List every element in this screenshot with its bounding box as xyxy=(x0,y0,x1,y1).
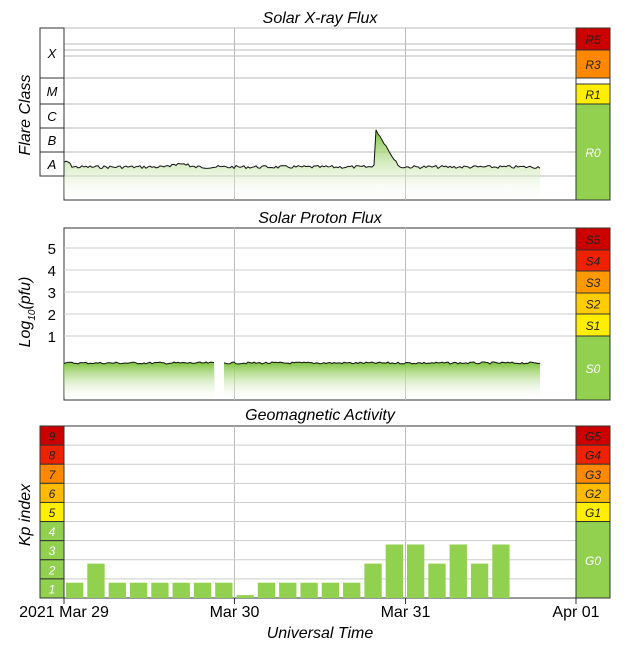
flare-class-label: A xyxy=(47,157,57,172)
s-scale-label: S5 xyxy=(586,233,601,247)
g-scale-label: G5 xyxy=(585,430,601,444)
r-scale-label: R5 xyxy=(585,33,601,47)
kp-tick-label: 4 xyxy=(49,525,56,539)
flare-class-cell xyxy=(39,103,65,129)
x-tick-label: 2021 Mar 29 xyxy=(19,604,109,621)
kp-bar xyxy=(343,582,361,598)
kp-bar xyxy=(193,582,212,598)
kp-bar xyxy=(364,563,382,598)
s-scale-label: S4 xyxy=(586,255,601,269)
xray-ylabel: Flare Class xyxy=(17,75,34,156)
g-scale-label: G3 xyxy=(585,468,601,482)
proton-title: Solar Proton Flux xyxy=(258,210,383,227)
flare-class-label: M xyxy=(47,84,58,99)
proton-ytick-label: 4 xyxy=(48,263,56,280)
kp-bar xyxy=(87,563,105,598)
r-scale-label: R3 xyxy=(585,58,601,72)
s-scale-label: S3 xyxy=(586,276,601,290)
proton-panel: 5 4 3 2 1 S5 S4 S3 S2 S1 S0 xyxy=(48,227,611,401)
kp-bar xyxy=(257,582,276,598)
kp-bar xyxy=(279,582,297,598)
proton-flux-line xyxy=(63,361,215,365)
g-scale-label: G1 xyxy=(585,506,601,520)
kp-bar xyxy=(492,544,510,598)
g-scale-cell xyxy=(575,521,611,599)
r-scale-label: R1 xyxy=(585,88,600,102)
kp-bar xyxy=(470,563,489,598)
geomag-plot-area xyxy=(63,425,577,599)
kp-tick-label: 5 xyxy=(49,506,56,520)
geomag-ylabel: Kp index xyxy=(17,483,34,546)
proton-ytick-label: 2 xyxy=(48,307,56,324)
kp-tick-label: 8 xyxy=(49,449,56,463)
x-tick-label: Mar 30 xyxy=(210,604,260,621)
xray-flux-area xyxy=(64,129,540,198)
geomag-panel: 9 8 7 6 5 4 3 2 1 G5 G4 G3 G2 G1 G0 xyxy=(39,425,611,599)
kp-tick-label: 3 xyxy=(49,544,56,558)
proton-ytick-label: 1 xyxy=(48,329,56,346)
flare-class-cell xyxy=(39,151,65,177)
proton-flux-line xyxy=(223,361,541,365)
r-scale-cell xyxy=(575,103,611,201)
s-scale-label: S0 xyxy=(586,362,601,376)
kp-bar xyxy=(321,582,340,598)
g-scale-label: G2 xyxy=(585,487,601,501)
kp-bar xyxy=(172,582,190,598)
r-scale-gap xyxy=(575,77,611,85)
proton-flux-area xyxy=(224,362,540,398)
proton-flux-area xyxy=(64,362,215,398)
r-scale-label: R0 xyxy=(585,146,601,160)
kp-bar xyxy=(428,563,446,598)
kp-bar xyxy=(215,582,233,598)
kp-bar xyxy=(236,595,254,598)
kp-bar xyxy=(300,582,318,598)
flare-class-cell xyxy=(39,127,65,153)
kp-tick-cell xyxy=(39,578,65,599)
x-axis-label: Universal Time xyxy=(267,625,374,642)
kp-tick-label: 9 xyxy=(49,430,56,444)
xray-title: Solar X-ray Flux xyxy=(263,10,379,27)
kp-tick-label: 1 xyxy=(49,582,56,596)
kp-bar xyxy=(407,544,425,598)
s-scale-cell xyxy=(575,335,611,401)
flare-class-label: X xyxy=(47,46,58,61)
kp-tick-label: 6 xyxy=(49,487,56,501)
kp-bar xyxy=(129,582,148,598)
kp-bar xyxy=(108,582,126,598)
g-scale-label: G0 xyxy=(585,554,601,568)
kp-tick-label: 2 xyxy=(48,563,56,577)
x-tick-label: Mar 31 xyxy=(381,604,431,621)
proton-ylabel: Log10(pfu) xyxy=(17,277,38,348)
flare-class-label: B xyxy=(48,133,57,148)
x-tick-label: Apr 01 xyxy=(552,604,599,621)
s-scale-label: S2 xyxy=(586,298,601,312)
flare-class-label: C xyxy=(47,109,57,124)
s-scale-label: S1 xyxy=(586,319,601,333)
kp-tick-label: 7 xyxy=(49,468,57,482)
xray-flux-line xyxy=(63,129,541,170)
proton-ytick-label: 5 xyxy=(48,241,56,258)
geomag-title: Geomagnetic Activity xyxy=(245,407,396,424)
kp-bar xyxy=(66,582,84,598)
kp-bar xyxy=(151,582,169,598)
kp-bar xyxy=(449,544,467,598)
proton-ytick-label: 3 xyxy=(48,285,56,302)
kp-bar xyxy=(385,544,403,598)
flare-class-cell xyxy=(39,77,65,105)
g-scale-label: G4 xyxy=(585,449,601,463)
